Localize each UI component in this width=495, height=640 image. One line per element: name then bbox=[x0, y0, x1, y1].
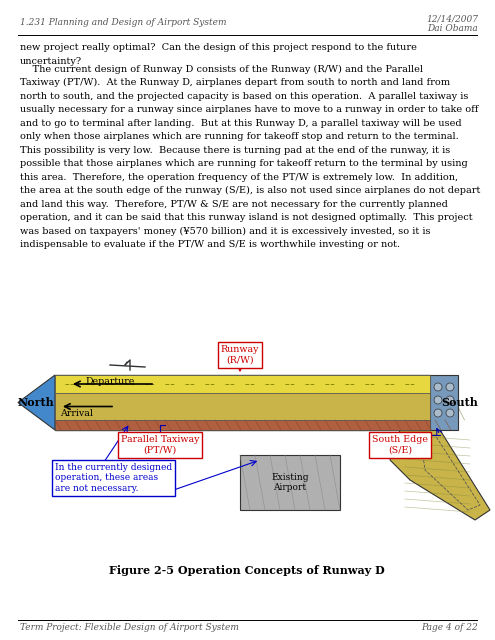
Text: 12/14/2007: 12/14/2007 bbox=[426, 14, 478, 23]
Text: Existing
Airport: Existing Airport bbox=[271, 473, 309, 492]
Circle shape bbox=[434, 383, 442, 391]
Text: the area at the south edge of the runway (S/E), is also not used since airplanes: the area at the south edge of the runway… bbox=[20, 186, 480, 195]
Text: This possibility is very low.  Because there is turning pad at the end of the ru: This possibility is very low. Because th… bbox=[20, 146, 450, 155]
Text: Departure: Departure bbox=[85, 377, 135, 386]
Text: this area.  Therefore, the operation frequency of the PT/W is extremely low.  In: this area. Therefore, the operation freq… bbox=[20, 173, 458, 182]
Text: 1.231 Planning and Design of Airport System: 1.231 Planning and Design of Airport Sys… bbox=[20, 18, 227, 27]
Polygon shape bbox=[55, 420, 430, 430]
Text: North: North bbox=[18, 397, 55, 408]
Circle shape bbox=[446, 409, 454, 417]
Circle shape bbox=[434, 409, 442, 417]
Polygon shape bbox=[390, 430, 490, 520]
Polygon shape bbox=[55, 375, 430, 393]
Text: In the currently designed
operation, these areas
are not necessary.: In the currently designed operation, the… bbox=[55, 463, 172, 493]
Circle shape bbox=[446, 396, 454, 404]
Polygon shape bbox=[55, 393, 430, 420]
Circle shape bbox=[434, 396, 442, 404]
Text: The current design of Runway D consists of the Runway (R/W) and the Parallel: The current design of Runway D consists … bbox=[20, 65, 423, 74]
Text: South Edge
(S/E): South Edge (S/E) bbox=[372, 435, 428, 454]
Text: uncertainty?: uncertainty? bbox=[20, 56, 82, 65]
Text: indispensable to evaluate if the PT/W and S/E is worthwhile investing or not.: indispensable to evaluate if the PT/W an… bbox=[20, 240, 400, 249]
Text: Parallel Taxiway
(PT/W): Parallel Taxiway (PT/W) bbox=[121, 435, 199, 454]
Text: and land this way.  Therefore, PT/W & S/E are not necessary for the currently pl: and land this way. Therefore, PT/W & S/E… bbox=[20, 200, 448, 209]
Circle shape bbox=[446, 383, 454, 391]
Text: operation, and it can be said that this runway island is not designed optimally.: operation, and it can be said that this … bbox=[20, 213, 473, 222]
Polygon shape bbox=[55, 375, 430, 430]
Text: usually necessary for a runway since airplanes have to move to a runway in order: usually necessary for a runway since air… bbox=[20, 105, 478, 114]
Polygon shape bbox=[430, 375, 458, 430]
Text: possible that those airplanes which are running for takeoff return to the termin: possible that those airplanes which are … bbox=[20, 159, 468, 168]
Text: South: South bbox=[441, 397, 478, 408]
Text: was based on taxpayers' money (¥570 billion) and it is excessively invested, so : was based on taxpayers' money (¥570 bill… bbox=[20, 227, 431, 236]
Text: north to south, and the projected capacity is based on this operation.  A parall: north to south, and the projected capaci… bbox=[20, 92, 468, 100]
Polygon shape bbox=[240, 455, 340, 510]
Text: new project really optimal?  Can the design of this project respond to the futur: new project really optimal? Can the desi… bbox=[20, 43, 417, 52]
Text: Page 4 of 22: Page 4 of 22 bbox=[421, 623, 478, 632]
Text: Figure 2-5 Operation Concepts of Runway D: Figure 2-5 Operation Concepts of Runway … bbox=[109, 565, 385, 576]
Text: Term Project: Flexible Design of Airport System: Term Project: Flexible Design of Airport… bbox=[20, 623, 239, 632]
Text: Arrival: Arrival bbox=[60, 408, 93, 417]
Text: Dai Obama: Dai Obama bbox=[427, 24, 478, 33]
Text: only when those airplanes which are running for takeoff stop and return to the t: only when those airplanes which are runn… bbox=[20, 132, 459, 141]
Polygon shape bbox=[18, 375, 55, 430]
Text: Runway
(R/W): Runway (R/W) bbox=[221, 346, 259, 365]
Text: Taxiway (PT/W).  At the Runway D, airplanes depart from south to north and land : Taxiway (PT/W). At the Runway D, airplan… bbox=[20, 78, 450, 87]
Text: and to go to terminal after landing.  But at this Runway D, a parallel taxiway w: and to go to terminal after landing. But… bbox=[20, 118, 462, 127]
